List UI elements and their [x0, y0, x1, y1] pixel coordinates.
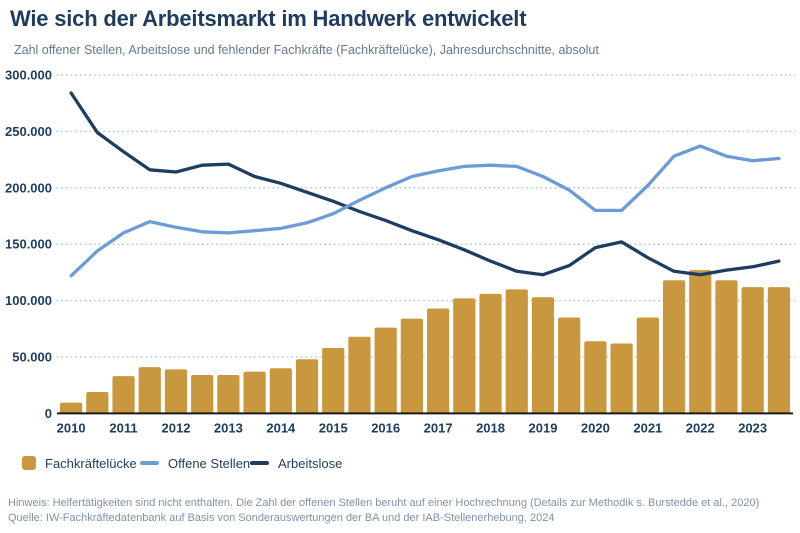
bar-fachkraefteluecke-2011-H2 [138, 367, 161, 414]
bar-fachkraefteluecke-2015-H2 [348, 336, 371, 414]
x-axis-tick-label-2022: 2022 [686, 420, 715, 435]
bar-fachkraefteluecke-2011-H1 [112, 376, 135, 414]
x-axis-tick-label-2013: 2013 [214, 420, 243, 435]
bar-fachkraefteluecke-2013-H1 [217, 375, 240, 414]
legend-item-arbeitslose: Arbeitslose [250, 452, 342, 474]
y-axis-tick-label: 100.000 [5, 293, 52, 308]
bar-fachkraefteluecke-2022-H2 [715, 280, 738, 414]
bar-fachkraefteluecke-2017-H1 [427, 308, 450, 414]
legend-label: Fachkräftelücke [45, 455, 137, 471]
y-axis-tick-label: 300.000 [5, 68, 52, 83]
legend: Fachkräftelücke Offene Stellen Arbeitslo… [0, 452, 800, 476]
bar-fachkraefteluecke-2019-H1 [531, 297, 555, 414]
y-axis-tick-label: 250.000 [5, 124, 52, 139]
x-axis-tick-label-2019: 2019 [529, 420, 558, 435]
chart-svg: 0 50.000 100.000 150.000 200.000 250.000 300.0… [5, 68, 796, 435]
bar-fachkraefteluecke-2023-H1 [741, 287, 764, 414]
y-axis-tick-label: 150.000 [5, 237, 52, 252]
page-title: Wie sich der Arbeitsmarkt im Handwerk en… [10, 6, 527, 31]
bar-fachkraefteluecke-2013-H2 [243, 371, 266, 414]
x-axis-tick-label-2021: 2021 [633, 420, 662, 435]
bar-fachkraefteluecke-2010-H1 [60, 402, 83, 414]
bar-fachkraefteluecke-2012-H1 [164, 369, 188, 414]
bar-fachkraefteluecke-2017-H2 [453, 298, 476, 414]
footnote-quelle: Quelle: IW-Fachkräftedatenbank auf Basis… [8, 512, 555, 524]
chart-subtitle: Zahl offener Stellen, Arbeitslose und fe… [14, 43, 599, 57]
y-axis-tick-label: 200.000 [5, 180, 52, 195]
bar-fachkraefteluecke-2022-H1 [689, 270, 712, 414]
x-axis-tick-label-2016: 2016 [371, 420, 400, 435]
bar-fachkraefteluecke-2014-H1 [269, 368, 292, 414]
legend-label: Arbeitslose [278, 455, 343, 471]
x-axis-tick-label-2011: 2011 [109, 420, 137, 435]
bar-fachkraefteluecke-2021-H1 [636, 317, 659, 414]
bar-fachkraefteluecke-2023-H2 [767, 287, 790, 414]
bar-fachkraefteluecke-2014-H2 [295, 359, 319, 414]
x-axis-tick-label-2012: 2012 [162, 420, 191, 435]
bar-fachkraefteluecke-2021-H2 [662, 280, 686, 414]
bar-fachkraefteluecke-2016-H2 [400, 318, 423, 414]
x-axis-tick-label-2015: 2015 [319, 420, 348, 435]
y-axis-tick-label: 0 [45, 406, 52, 421]
x-axis-tick-label-2023: 2023 [738, 420, 767, 435]
x-axis-tick-label-2017: 2017 [424, 420, 453, 435]
x-axis-tick-label-2014: 2014 [266, 420, 296, 435]
bar-fachkraefteluecke-2019-H2 [558, 317, 581, 414]
legend-label: Offene Stellen [168, 455, 251, 471]
line-arbeitslose [69, 91, 781, 277]
legend-item-offene-stellen: Offene Stellen [140, 452, 250, 474]
x-axis-tick-label-2018: 2018 [476, 420, 505, 435]
line-swatch-icon [250, 461, 269, 465]
bar-fachkraefteluecke-2012-H2 [191, 375, 214, 414]
bar-fachkraefteluecke-2020-H2 [610, 343, 633, 414]
legend-item-fachkraefteluecke: Fachkräftelücke [22, 452, 137, 474]
bar-fachkraefteluecke-2015-H1 [322, 347, 345, 414]
bar-fachkraefteluecke-2016-H1 [374, 327, 397, 414]
plot-area: 0 50.000 100.000 150.000 200.000 250.000 300.0… [5, 68, 796, 435]
footnote-hinweis: Hinweis: Helfertätigkeiten sind nicht en… [8, 497, 760, 509]
line-swatch-icon [140, 461, 159, 465]
bar-fachkraefteluecke-2018-H2 [505, 289, 528, 414]
footnotes: Hinweis: Helfertätigkeiten sind nicht en… [8, 496, 794, 526]
x-axis-tick-label-2020: 2020 [581, 420, 610, 435]
bar-fachkraefteluecke-2020-H1 [584, 341, 607, 414]
x-axis-tick-label-2010: 2010 [57, 420, 86, 435]
bar-fachkraefteluecke-2018-H1 [479, 293, 502, 414]
y-axis-tick-label: 50.000 [12, 350, 52, 365]
bar-fachkraefteluecke-2010-H2 [86, 391, 109, 414]
bar-swatch-icon [22, 456, 36, 470]
line-offene-stellen [69, 144, 781, 278]
